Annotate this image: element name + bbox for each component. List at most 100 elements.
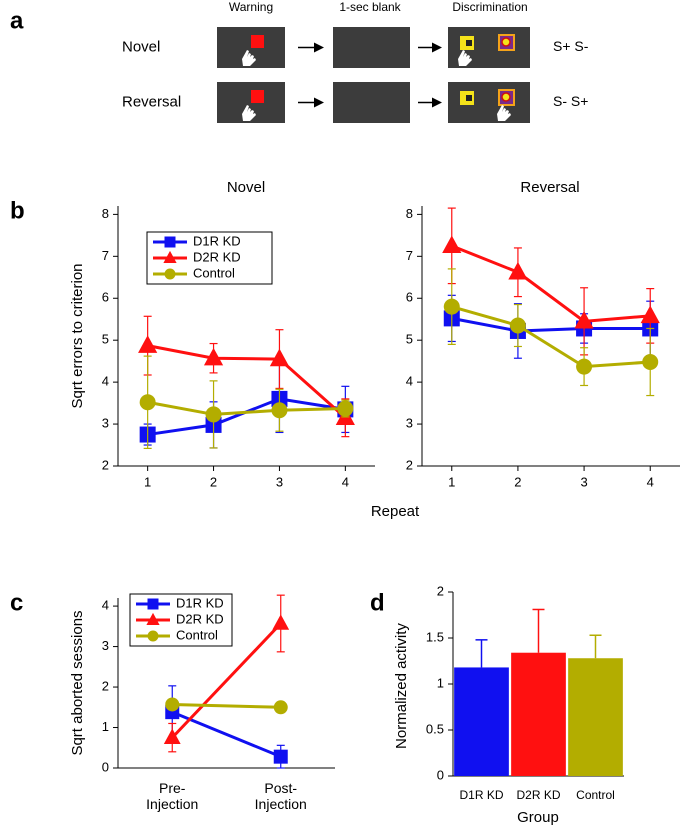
y-tick-label: 1 bbox=[102, 719, 109, 734]
y-tick-label: 3 bbox=[102, 638, 109, 653]
y-tick-label: 5 bbox=[406, 332, 413, 347]
panel-label: a bbox=[10, 7, 24, 34]
x-tick-label: 2 bbox=[514, 474, 521, 489]
row-label: Novel bbox=[122, 38, 160, 55]
marker bbox=[139, 394, 156, 411]
legend-label: D1R KD bbox=[176, 595, 224, 610]
y-tick-label: 6 bbox=[406, 290, 413, 305]
x-tick-label: Pre- Injection bbox=[146, 780, 199, 812]
legend-label: D2R KD bbox=[176, 611, 224, 626]
marker bbox=[273, 749, 288, 764]
y-axis-label: Sqrt aborted sessions bbox=[69, 610, 86, 755]
legend-marker bbox=[146, 612, 160, 625]
marker bbox=[269, 348, 290, 367]
bar bbox=[511, 652, 566, 776]
stimulus-a-inner bbox=[466, 95, 472, 101]
y-axis-label: Normalized activity bbox=[393, 623, 410, 749]
series-line bbox=[451, 305, 651, 369]
y-tick-label: 8 bbox=[406, 206, 413, 221]
hand-icon bbox=[242, 105, 256, 121]
legend-marker bbox=[164, 236, 176, 248]
marker bbox=[337, 400, 354, 417]
stimulus-a-inner bbox=[466, 40, 472, 46]
y-tick-label: 6 bbox=[102, 290, 109, 305]
marker bbox=[508, 261, 528, 280]
marker bbox=[271, 402, 288, 419]
y-tick-label: 7 bbox=[406, 248, 413, 263]
y-tick-label: 3 bbox=[102, 416, 109, 431]
marker bbox=[442, 235, 462, 254]
x-tick-label: 2 bbox=[210, 474, 217, 489]
series-line bbox=[451, 316, 651, 333]
marker bbox=[205, 406, 222, 423]
panel-label: b bbox=[10, 197, 25, 224]
x-tick-label: 3 bbox=[276, 474, 283, 489]
legend-marker bbox=[147, 630, 159, 642]
arrowhead bbox=[314, 97, 324, 108]
row-label: Reversal bbox=[122, 93, 181, 110]
x-axis-label: Group bbox=[517, 809, 559, 826]
legend-marker bbox=[164, 268, 176, 280]
marker bbox=[163, 728, 181, 744]
x-tick-label: D1R KD bbox=[459, 788, 504, 802]
y-tick-label: 2 bbox=[102, 678, 109, 693]
bar bbox=[454, 667, 509, 776]
y-tick-label: 3 bbox=[406, 416, 413, 431]
marker bbox=[203, 347, 224, 366]
panel-label: d bbox=[370, 589, 385, 616]
marker bbox=[443, 298, 460, 315]
x-tick-label: 1 bbox=[144, 474, 151, 489]
legend-label: Control bbox=[176, 627, 218, 642]
series-line bbox=[147, 344, 347, 419]
marker bbox=[138, 335, 158, 353]
marker bbox=[642, 354, 659, 370]
hand-icon bbox=[242, 50, 256, 66]
y-tick-label: 4 bbox=[406, 374, 413, 389]
y-tick-label: 4 bbox=[102, 598, 109, 613]
y-tick-label: 0.5 bbox=[426, 721, 444, 736]
stimulus-b-inner bbox=[501, 37, 511, 47]
marker bbox=[165, 697, 180, 712]
series-line bbox=[172, 702, 281, 709]
x-tick-label: 4 bbox=[647, 474, 654, 489]
x-tick-label: 1 bbox=[448, 474, 455, 489]
y-tick-label: 0 bbox=[102, 759, 109, 774]
y-tick-label: 2 bbox=[437, 583, 444, 598]
legend-label: Control bbox=[193, 265, 235, 280]
y-tick-label: 1.5 bbox=[426, 629, 444, 644]
stimulus-b-inner bbox=[501, 92, 511, 102]
y-tick-label: 4 bbox=[102, 374, 109, 389]
bar bbox=[568, 658, 623, 776]
y-tick-label: 1 bbox=[437, 675, 444, 690]
legend-label: D1R KD bbox=[193, 233, 241, 248]
series-line bbox=[147, 400, 346, 416]
arrowhead bbox=[432, 97, 442, 108]
arrowhead bbox=[432, 42, 442, 53]
panel-label: c bbox=[10, 589, 23, 616]
legend-marker bbox=[147, 598, 159, 610]
row-outcome: S+ S- bbox=[553, 38, 589, 54]
legend-label: D2R KD bbox=[193, 249, 241, 264]
warning-cue bbox=[251, 90, 264, 103]
marker bbox=[272, 614, 290, 630]
y-tick-label: 0 bbox=[437, 767, 444, 782]
chart-title: Novel bbox=[227, 179, 265, 196]
x-tick-label: 3 bbox=[580, 474, 587, 489]
y-tick-label: 2 bbox=[406, 457, 413, 472]
y-tick-label: 8 bbox=[102, 206, 109, 221]
screen bbox=[333, 27, 410, 68]
y-axis-label: Sqrt errors to criterion bbox=[69, 263, 86, 408]
y-tick-label: 5 bbox=[102, 332, 109, 347]
hand-icon bbox=[497, 105, 511, 121]
marker bbox=[273, 700, 288, 715]
series-line bbox=[451, 244, 651, 323]
marker bbox=[509, 317, 526, 334]
x-axis-label: Repeat bbox=[371, 503, 420, 520]
x-tick-label: D2R KD bbox=[516, 788, 561, 802]
x-tick-label: Control bbox=[576, 788, 615, 802]
y-tick-label: 7 bbox=[102, 248, 109, 263]
column-header: 1-sec blank bbox=[339, 0, 401, 14]
warning-cue bbox=[251, 35, 264, 48]
x-tick-label: 4 bbox=[342, 474, 349, 489]
legend-marker bbox=[163, 250, 177, 263]
